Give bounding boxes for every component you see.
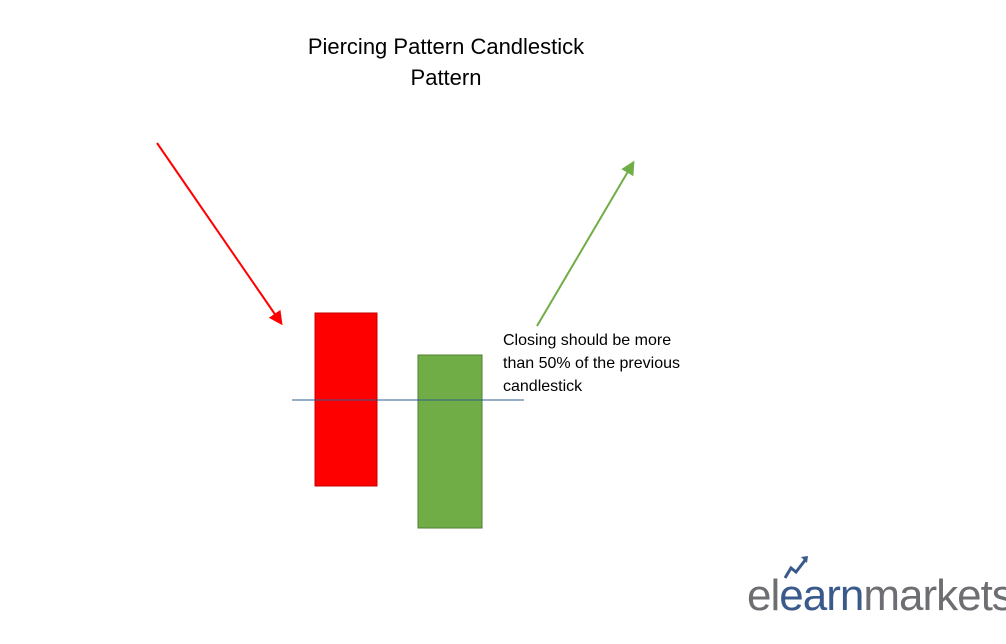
logo-text-markets: markets (863, 571, 1006, 620)
trend-arrow-icon (784, 556, 808, 579)
annotation-line-1: Closing should be more (503, 332, 672, 349)
annotation-text: Closing should be more than 50% of the p… (503, 329, 723, 398)
logo-text-earn: earn (779, 571, 864, 620)
annotation-line-2: than 50% of the previous (503, 355, 681, 372)
logo-text-el: el (747, 571, 780, 620)
title-line-1: Piercing Pattern Candlestick (307, 34, 585, 59)
brand-logo: elearnmarkets (747, 570, 1006, 622)
title-line-2: Pattern (410, 65, 482, 90)
down-arrow-icon (156, 142, 283, 326)
up-arrow-icon (536, 160, 635, 327)
annotation-line-3: candlestick (503, 378, 583, 395)
bullish-candle (417, 354, 483, 529)
page-title: Piercing Pattern Candlestick Pattern (246, 31, 646, 93)
